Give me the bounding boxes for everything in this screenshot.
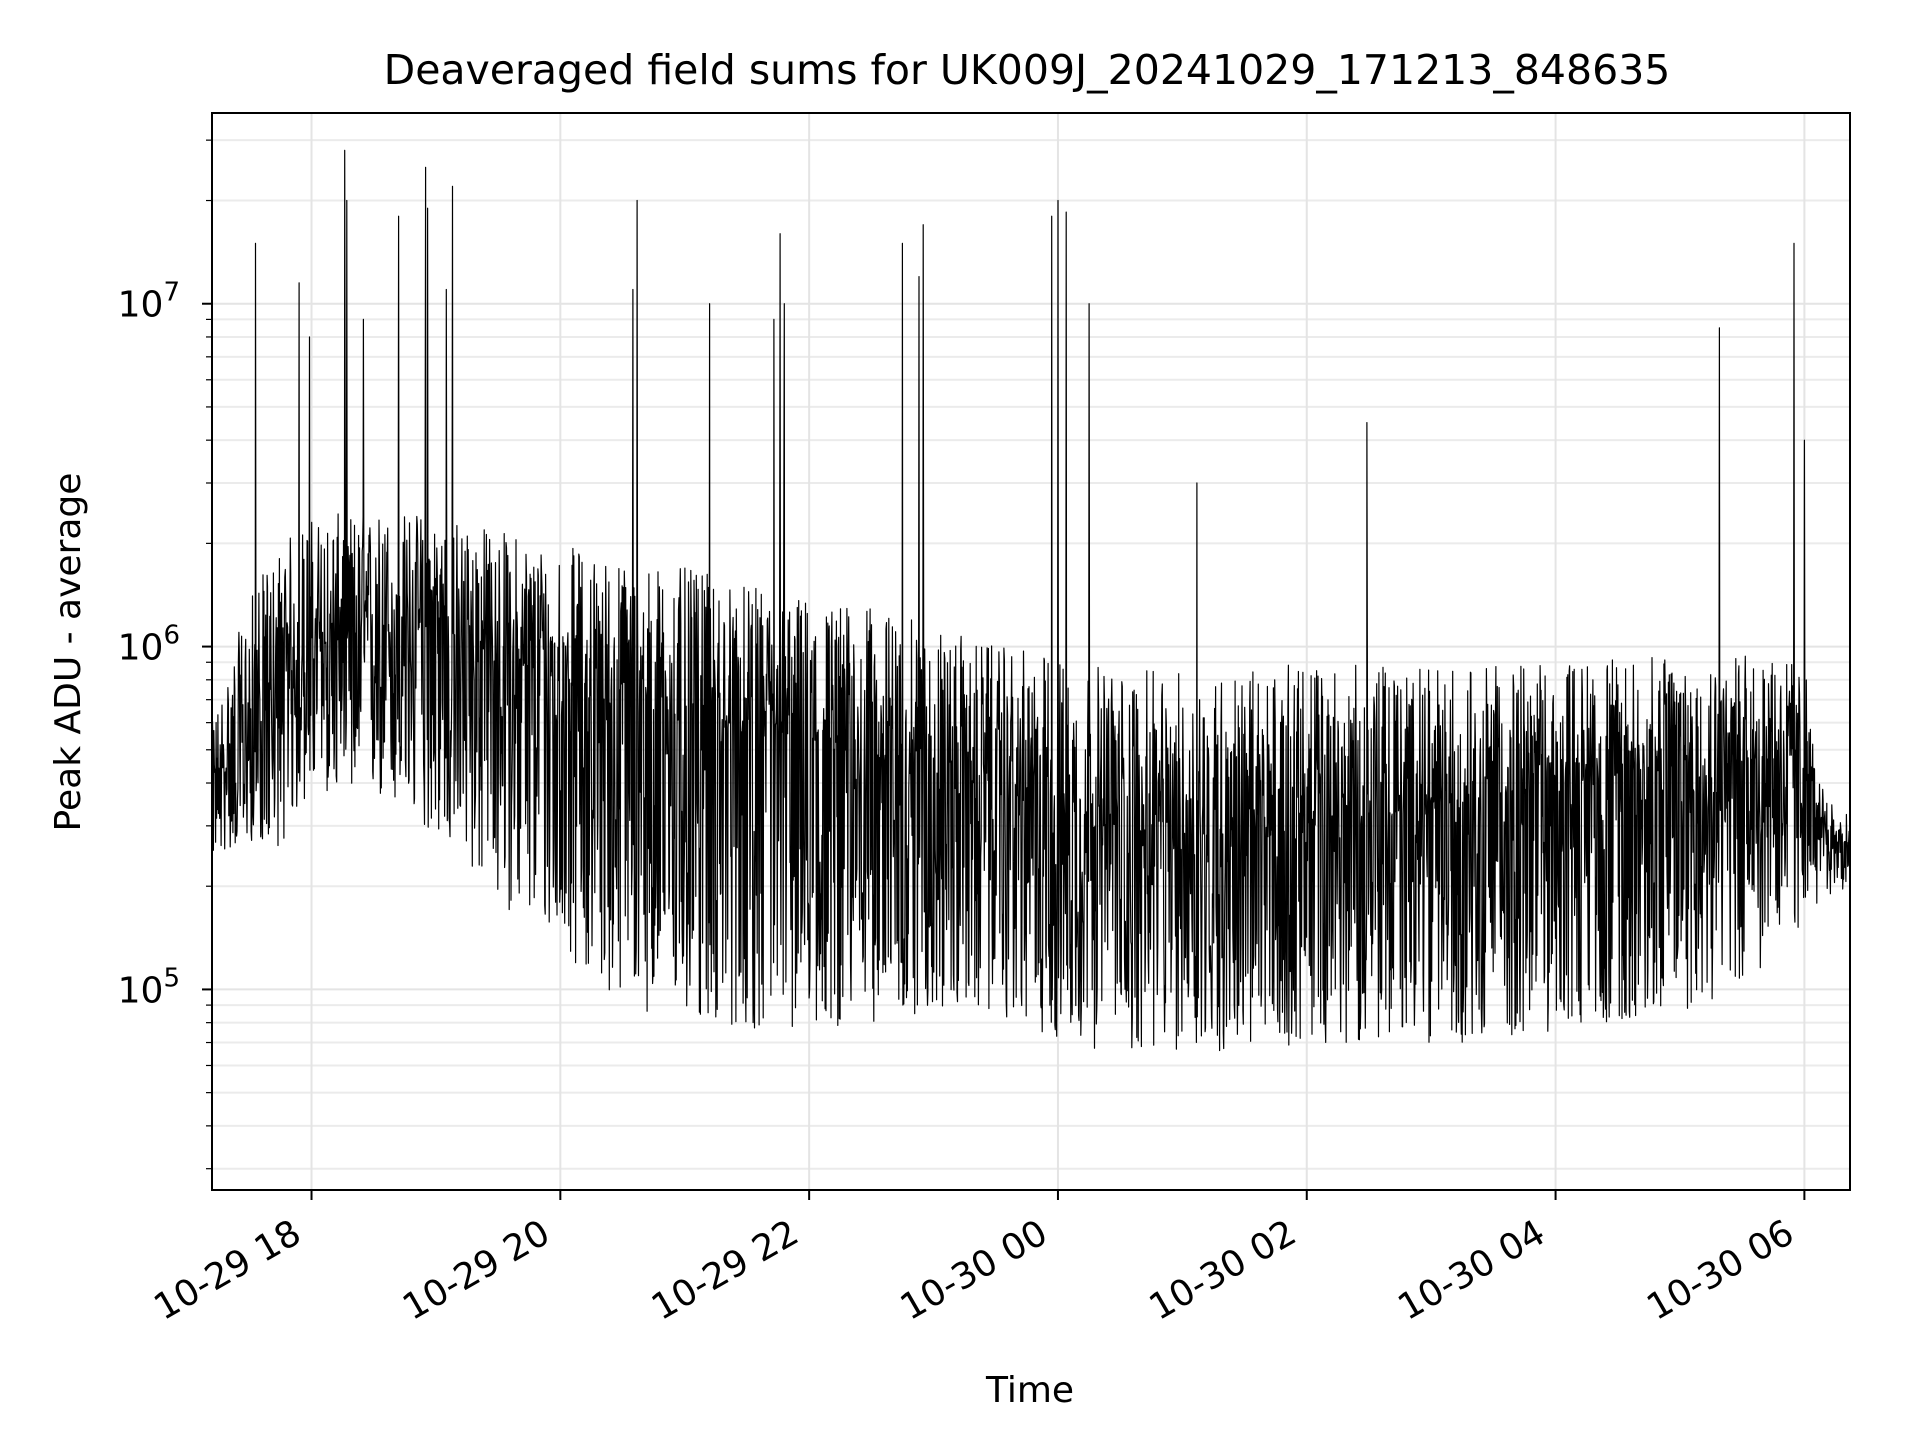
y-tick-label: 106 <box>118 621 180 669</box>
x-axis-label: Time <box>985 1370 1074 1411</box>
y-axis-ticks: 105 106 107 <box>118 278 212 1011</box>
y-tick-label: 107 <box>118 278 180 326</box>
y-axis-label: Peak ADU - average <box>48 473 89 832</box>
plot-frame <box>211 112 1851 1191</box>
plot-line <box>211 149 1851 1052</box>
chart-title: Deaveraged field sums for UK009J_2024102… <box>384 46 1671 94</box>
data-series-line <box>211 149 1851 1052</box>
y-tick-label: 105 <box>118 963 180 1011</box>
